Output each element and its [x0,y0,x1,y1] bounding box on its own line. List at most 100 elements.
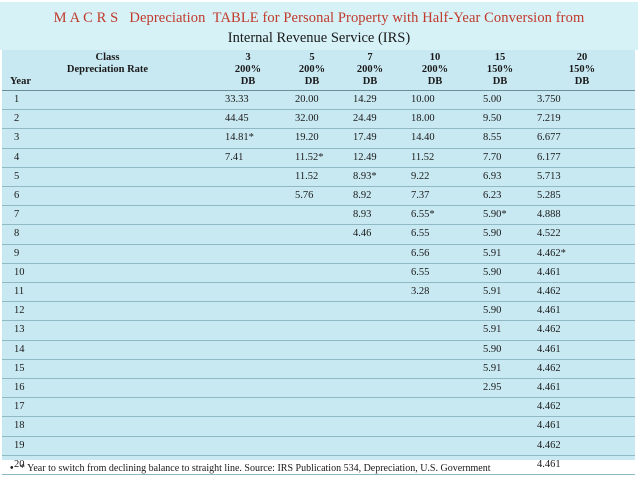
rate-cell: 4.462 [529,282,635,303]
rate-cell: 6.677 [529,128,635,149]
rate-cell: 6.56 [399,244,471,264]
class-10-header: 10 [429,52,441,63]
table-row: 6 5.76 8.92 7.37 6.23 5.285 [2,186,635,207]
rate-cell: 5.90 [471,263,529,284]
rate-cell: 14.81* [213,128,283,149]
rate-cell: 6.177 [529,148,635,168]
rate-cell [341,474,399,479]
table-row: 5 11.52 8.93* 9.22 6.93 5.713 [2,167,635,188]
rate-cell [283,416,341,437]
rate-cell [213,186,283,207]
class-7-header: 7 [367,52,373,63]
year-cell: 1 [2,90,213,111]
rate-cell [213,167,283,188]
rate-cell: 4.462* [529,244,635,264]
table-row: 13 5.91 4.462 [2,320,635,341]
rate-cell: 7.219 [529,109,635,130]
rate-cell [283,474,341,479]
rate-cell [213,244,283,264]
rate-cell: 5.91 [471,359,529,380]
rate-label: Depreciation Rate [66,64,149,75]
rate-cell [213,474,283,479]
rate-cell [213,205,283,226]
table-row: 11 3.28 5.91 4.462 [2,282,635,303]
rate-cell [471,474,529,479]
rate-cell: 7.37 [399,186,471,207]
year-cell: 17 [2,397,213,418]
rate-cell: 7.70 [471,148,529,168]
year-cell: 8 [2,224,213,245]
rate-cell: 4.462 [529,436,635,456]
year-cell: 2 [2,109,213,130]
rate-cell: 10.00 [399,90,471,111]
rate-cell: 5.90 [471,224,529,245]
rate-cell: 4.461 [529,455,635,476]
year-cell: 10 [2,263,213,284]
rate-cell: 32.00 [283,109,341,130]
rate-cell [283,320,341,341]
rate-cell [283,244,341,264]
rate-cell: 8.93 [341,205,399,226]
rate-cell [213,359,283,380]
method-20-header: DB [529,76,635,91]
year-cell: 14 [2,340,213,360]
year-cell: 19 [2,436,213,456]
rate-3-header: 200% [234,64,262,75]
rate-cell: 4.462 [529,359,635,380]
rate-cell: 4.888 [529,205,635,226]
rate-cell: 14.40 [399,128,471,149]
table-row: 3 14.81* 19.20 17.49 14.40 8.55 6.677 [2,128,635,149]
table-row: 4 7.41 11.52* 12.49 11.52 7.70 6.177 [2,148,635,168]
rate-cell: 9.50 [471,109,529,130]
title-line-2: Internal Revenue Service (IRS) [227,30,411,46]
rate-cell: 20.00 [283,90,341,111]
rate-cell: 4.46 [341,224,399,245]
rate-cell [213,436,283,456]
rate-cell: 19.20 [283,128,341,149]
title-line-1: M A C R S Depreciation TABLE for Persona… [53,10,585,26]
method-3-header: DB [213,76,283,91]
rate-cell [399,359,471,380]
rate-cell [213,455,283,476]
footnote-bullet: • [10,463,14,474]
rate-cell: 7.41 [213,148,283,168]
rate-cell [471,436,529,456]
method-5-header: DB [283,76,341,91]
table-row: 2 44.45 32.00 24.49 18.00 9.50 7.219 [2,109,635,130]
class-15-header: 15 [494,52,506,63]
rate-cell [341,340,399,360]
rate-15-header: 150% [486,64,514,75]
rate-cell [283,378,341,399]
table-row: 1 33.33 20.00 14.29 10.00 5.00 3.750 [2,90,635,111]
rate-cell [341,320,399,341]
rate-cell [399,301,471,322]
year-cell: 15 [2,359,213,380]
rate-cell: 5.91 [471,244,529,264]
rate-cell [399,416,471,437]
class-label: Class [95,52,120,63]
rate-cell: 11.52 [283,167,341,188]
header-row-year: Year DB DB DB DB DB DB [2,76,635,91]
year-cell: 5 [2,167,213,188]
footnote-text: * Year to switch from declining balance … [20,463,491,474]
rate-cell: 4.462 [529,320,635,341]
rate-cell [471,416,529,437]
rate-cell [283,359,341,380]
rate-cell: 44.45 [213,109,283,130]
rate-cell: 5.90 [471,301,529,322]
rate-10-header: 200% [421,64,449,75]
rate-cell [341,378,399,399]
year-cell: 9 [2,244,213,264]
rate-cell [213,282,283,303]
method-15-header: DB [471,76,529,91]
rate-cell [283,263,341,284]
rate-cell [341,282,399,303]
rate-cell [341,359,399,380]
rate-cell [399,455,471,476]
table-row: 16 2.95 4.461 [2,378,635,399]
rate-cell [213,416,283,437]
rate-cell: 24.49 [341,109,399,130]
rate-cell [213,301,283,322]
year-cell: 13 [2,320,213,341]
rate-cell [283,224,341,245]
